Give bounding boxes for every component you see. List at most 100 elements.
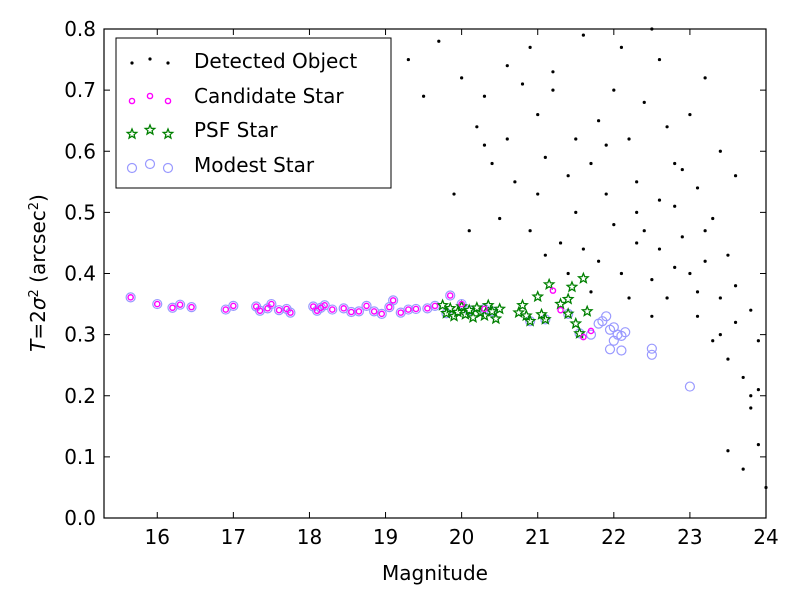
legend-label-psf-star: PSF Star [194,118,278,142]
detected-object-point [650,314,654,318]
detected-object-point [498,216,502,221]
detected-object-point [741,375,745,380]
candidate-star-point [397,309,405,316]
detected-object-point [482,94,487,98]
legend-marker-psf-star [161,127,175,140]
detected-object-point [551,70,555,74]
legend-marker-candidate-star [128,92,172,105]
psf-star-point [466,310,480,323]
candidate-star-point [169,304,176,312]
detected-object-point [756,443,760,447]
legend-item-candidate-star: Candidate Star [128,84,344,108]
modest-star-point [445,290,456,301]
detected-object-point [650,278,654,282]
psf-star-point [512,305,526,319]
legend-label-modest-star: Modest Star [194,153,315,177]
candidate-star-point [188,303,195,311]
x-tick-label: 16 [145,525,170,549]
series-detected-object [406,27,768,490]
modest-star-point [376,308,387,319]
modest-star-point [254,305,266,316]
detected-object-point [703,76,707,80]
detected-object-point [688,271,692,276]
psf-star-point [538,312,552,325]
candidate-star-point [176,301,184,308]
candidate-star-point [386,303,393,311]
psf-star-point [470,300,484,314]
detected-object-point [528,229,532,233]
legend-item-psf-star [125,123,175,140]
y-tick-label: 0.8 [64,17,96,41]
detected-object-point [718,296,722,300]
x-tick-label: 22 [601,525,626,549]
psf-star-point [580,304,594,317]
x-tick-label: 19 [373,525,398,549]
modest-star-point [601,311,612,322]
candidate-star-point [587,327,595,335]
detected-object-point [726,253,730,257]
detected-object-point [635,180,639,184]
psf-star-point [523,314,537,327]
detected-object-point [589,161,593,166]
candidate-star-point [424,305,431,312]
detected-object-point [749,308,753,312]
modest-star-point [152,298,163,310]
modest-star-point [616,330,627,341]
candidate-star-point [283,305,290,313]
modest-star-point [361,300,372,311]
candidate-star-point [355,308,363,315]
legend-label-candidate-star: Candidate Star [194,84,344,108]
psf-star-point [481,298,495,311]
detected-object-point [528,45,532,49]
detected-object-point [642,100,646,104]
detected-object-point [726,449,730,453]
detected-object-point [619,271,624,276]
psf-star-point [451,305,465,318]
candidate-star-point [252,303,260,310]
detected-object-point [688,112,692,117]
detected-object-point [566,271,570,276]
legend-item-detected-object: Detected Object [130,49,357,73]
detected-object-point [711,216,715,221]
candidate-star-point [446,292,454,299]
legend-marker-detected-object [130,57,170,65]
y-axis-label-group: T=2σ2 (arcsec2) [26,194,50,352]
candidate-star-point [405,306,412,313]
detected-object-point [452,192,456,196]
legend: Detected Object Candidate Star PSF Star … [115,37,392,189]
detected-object-point [475,125,479,129]
candidate-star-point [309,303,317,310]
x-tick-label: 23 [677,525,702,549]
series-candidate-star [127,287,595,341]
psf-star-point [485,304,499,317]
detected-object-point [467,229,471,233]
detected-object-point [695,186,700,190]
psf-star-point [478,308,491,322]
detected-object-point [756,388,760,392]
candidate-star-point [549,287,557,294]
modest-star-point [388,295,399,306]
detected-object-point [733,174,738,178]
psf-star-point [569,316,583,330]
detected-object-point [665,125,669,129]
candidate-star-point [340,305,347,312]
psf-star-point [554,297,567,310]
candidate-star-point [378,310,386,318]
y-tick-label: 0.2 [64,384,96,408]
legend-item-modest-star: Modest Star [126,153,315,177]
modest-star-point [608,335,619,346]
candidate-star-point [264,305,271,312]
detected-object-point [581,247,585,251]
psf-star-point [542,277,556,290]
psf-star-point [440,306,453,319]
modest-star-point [369,306,380,317]
detected-object-point [437,39,441,43]
candidate-star-point [287,309,294,316]
detected-object-point [482,143,487,147]
modest-star-point [684,381,696,392]
detected-object-point [703,259,707,263]
psf-star-point [573,326,586,339]
candidate-star-point [222,306,230,313]
candidate-star-point [127,294,134,301]
